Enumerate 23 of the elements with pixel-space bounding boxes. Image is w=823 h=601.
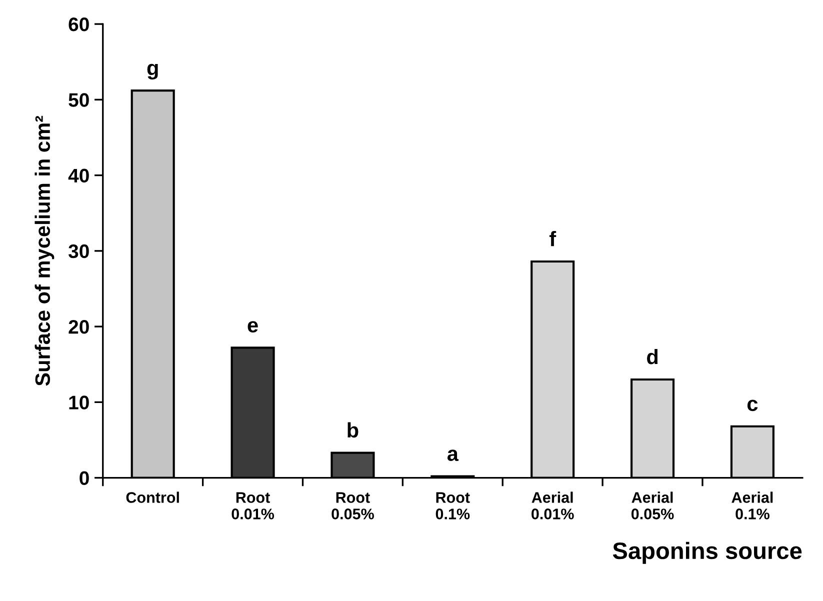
y-tick-label: 50 [68, 93, 89, 107]
x-axis-title: Saponins source [612, 542, 802, 564]
annotation: b [348, 422, 358, 438]
y-axis-title: Surface of mycelium in cm² [34, 116, 54, 386]
y-tick-label: 30 [68, 244, 89, 258]
annotation: d [647, 348, 658, 364]
y-tick-label: 40 [68, 168, 89, 183]
y-tick-label: 60 [68, 18, 89, 32]
x-tick-label: Root 0.05% [332, 492, 374, 520]
annotation: f [549, 230, 556, 246]
x-tick-label: Root 0.01% [232, 492, 274, 520]
y-tick-label: 20 [68, 320, 89, 334]
annotation: c [747, 400, 758, 412]
x-tick-label: Control [126, 492, 179, 503]
x-tick-label: Aerial 0.1% [732, 492, 773, 520]
y-tick-label: 0 [80, 471, 89, 486]
annotation: a [447, 450, 459, 462]
y-tick-label: 10 [69, 396, 89, 410]
annotation: e [248, 321, 258, 332]
x-tick-label: Aerial 0.01% [532, 492, 574, 520]
x-tick-label: Aerial 0.05% [631, 492, 674, 520]
annotation: g [147, 64, 158, 80]
x-tick-label: Root 0.1% [436, 492, 470, 520]
